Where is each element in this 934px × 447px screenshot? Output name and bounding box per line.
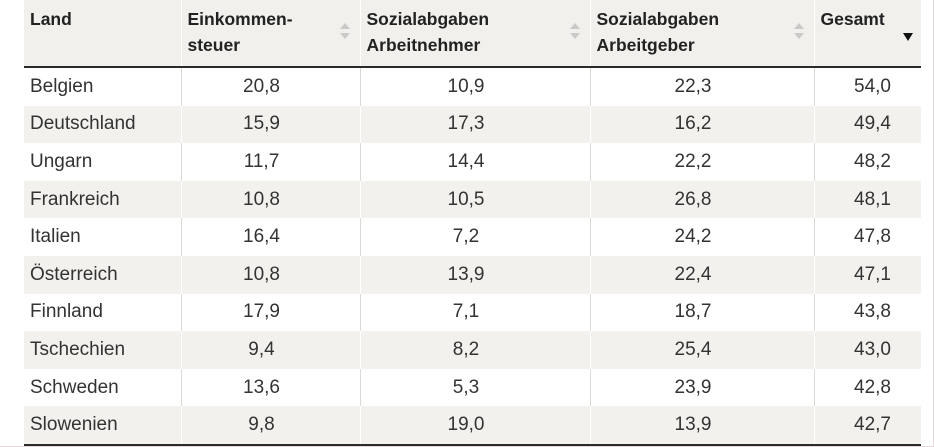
cell-sozialabgaben-arbeitnehmer: 7,1	[359, 293, 590, 332]
cell-sozialabgaben-arbeitgeber: 26,8	[589, 180, 814, 219]
cell-land: Deutschland	[24, 105, 181, 144]
cell-sozialabgaben-arbeitnehmer: 19,0	[359, 406, 590, 446]
column-header-an-label: Sozialabgaben Arbeitnehmer	[366, 9, 490, 55]
cell-sozialabgaben-arbeitgeber: 18,7	[589, 293, 814, 332]
cell-gesamt: 43,8	[813, 293, 921, 332]
cell-land: Österreich	[24, 255, 181, 294]
cell-einkommensteuer: 13,6	[180, 368, 360, 407]
cell-sozialabgaben-arbeitnehmer: 10,5	[359, 180, 590, 219]
table-row: Ungarn 11,7 14,4 22,2 48,2	[24, 143, 921, 181]
cell-land: Tschechien	[24, 331, 181, 369]
column-header-sozialabgaben-arbeitnehmer[interactable]: Sozialabgaben Arbeitnehmer	[359, 0, 590, 68]
table-row: Schweden 13,6 5,3 23,9 42,8	[24, 368, 921, 407]
column-header-land-label: Land	[30, 9, 72, 29]
table-row: Frankreich 10,8 10,5 26,8 48,1	[24, 180, 921, 219]
table-row: Finnland 17,9 7,1 18,7 43,8	[24, 293, 921, 332]
cell-gesamt: 48,1	[813, 180, 921, 219]
column-header-gesamt[interactable]: Gesamt	[813, 0, 921, 68]
table-row: Italien 16,4 7,2 24,2 47,8	[24, 218, 921, 256]
table-row: Slowenien 9,8 19,0 13,9 42,7	[24, 406, 921, 446]
sort-icon	[569, 22, 580, 42]
cell-gesamt: 42,7	[813, 406, 921, 446]
column-header-gesamt-label: Gesamt	[820, 9, 885, 29]
sort-descending-icon	[903, 33, 913, 41]
cell-einkommensteuer: 9,4	[180, 331, 360, 369]
sort-icon	[339, 22, 350, 42]
cell-gesamt: 47,8	[813, 218, 921, 256]
cell-land: Ungarn	[24, 143, 181, 181]
cell-sozialabgaben-arbeitgeber: 24,2	[589, 218, 814, 256]
cell-sozialabgaben-arbeitnehmer: 13,9	[359, 255, 590, 294]
column-header-sozialabgaben-arbeitgeber[interactable]: Sozialabgaben Arbeitgeber	[589, 0, 814, 68]
cell-einkommensteuer: 16,4	[180, 218, 360, 256]
cell-gesamt: 49,4	[813, 105, 921, 144]
cell-gesamt: 48,2	[813, 143, 921, 181]
table-row: Belgien 20,8 10,9 22,3 54,0	[24, 67, 921, 106]
cell-land: Slowenien	[24, 406, 181, 446]
cell-land: Schweden	[24, 368, 181, 407]
cell-sozialabgaben-arbeitnehmer: 14,4	[359, 143, 590, 181]
cell-einkommensteuer: 10,8	[180, 255, 360, 294]
cell-sozialabgaben-arbeitgeber: 16,2	[589, 105, 814, 144]
column-header-einkommensteuer[interactable]: Einkommen- steuer	[180, 0, 360, 68]
cell-sozialabgaben-arbeitnehmer: 17,3	[359, 105, 590, 144]
cell-sozialabgaben-arbeitgeber: 22,4	[589, 255, 814, 294]
cell-sozialabgaben-arbeitgeber: 13,9	[589, 406, 814, 446]
cell-sozialabgaben-arbeitgeber: 25,4	[589, 331, 814, 369]
cell-land: Belgien	[24, 67, 181, 106]
cell-einkommensteuer: 20,8	[180, 67, 360, 106]
cell-gesamt: 54,0	[813, 67, 921, 106]
cell-land: Italien	[24, 218, 181, 256]
cell-sozialabgaben-arbeitnehmer: 7,2	[359, 218, 590, 256]
column-header-land[interactable]: Land	[24, 0, 181, 68]
cell-einkommensteuer: 11,7	[180, 143, 360, 181]
table-row: Deutschland 15,9 17,3 16,2 49,4	[24, 105, 921, 144]
column-header-ag-label: Sozialabgaben Arbeitgeber	[596, 9, 720, 55]
cell-sozialabgaben-arbeitgeber: 22,2	[589, 143, 814, 181]
cell-sozialabgaben-arbeitgeber: 22,3	[589, 67, 814, 106]
cell-einkommensteuer: 10,8	[180, 180, 360, 219]
cell-sozialabgaben-arbeitnehmer: 5,3	[359, 368, 590, 407]
cell-sozialabgaben-arbeitgeber: 23,9	[589, 368, 814, 407]
cell-land: Frankreich	[24, 180, 181, 219]
header-row: Land Einkommen- steuer Sozialabgaben Arb…	[24, 0, 921, 68]
cell-einkommensteuer: 9,8	[180, 406, 360, 446]
cell-sozialabgaben-arbeitnehmer: 8,2	[359, 331, 590, 369]
table-row: Tschechien 9,4 8,2 25,4 43,0	[24, 331, 921, 369]
cell-einkommensteuer: 17,9	[180, 293, 360, 332]
sort-icon	[793, 22, 804, 42]
column-header-einkommensteuer-label: Einkommen- steuer	[187, 9, 293, 55]
cell-sozialabgaben-arbeitnehmer: 10,9	[359, 67, 590, 106]
cell-einkommensteuer: 15,9	[180, 105, 360, 144]
cell-land: Finnland	[24, 293, 181, 332]
tax-burden-table: Land Einkommen- steuer Sozialabgaben Arb…	[24, 0, 921, 446]
cell-gesamt: 42,8	[813, 368, 921, 407]
table-row: Österreich 10,8 13,9 22,4 47,1	[24, 255, 921, 294]
cell-gesamt: 43,0	[813, 331, 921, 369]
cell-gesamt: 47,1	[813, 255, 921, 294]
